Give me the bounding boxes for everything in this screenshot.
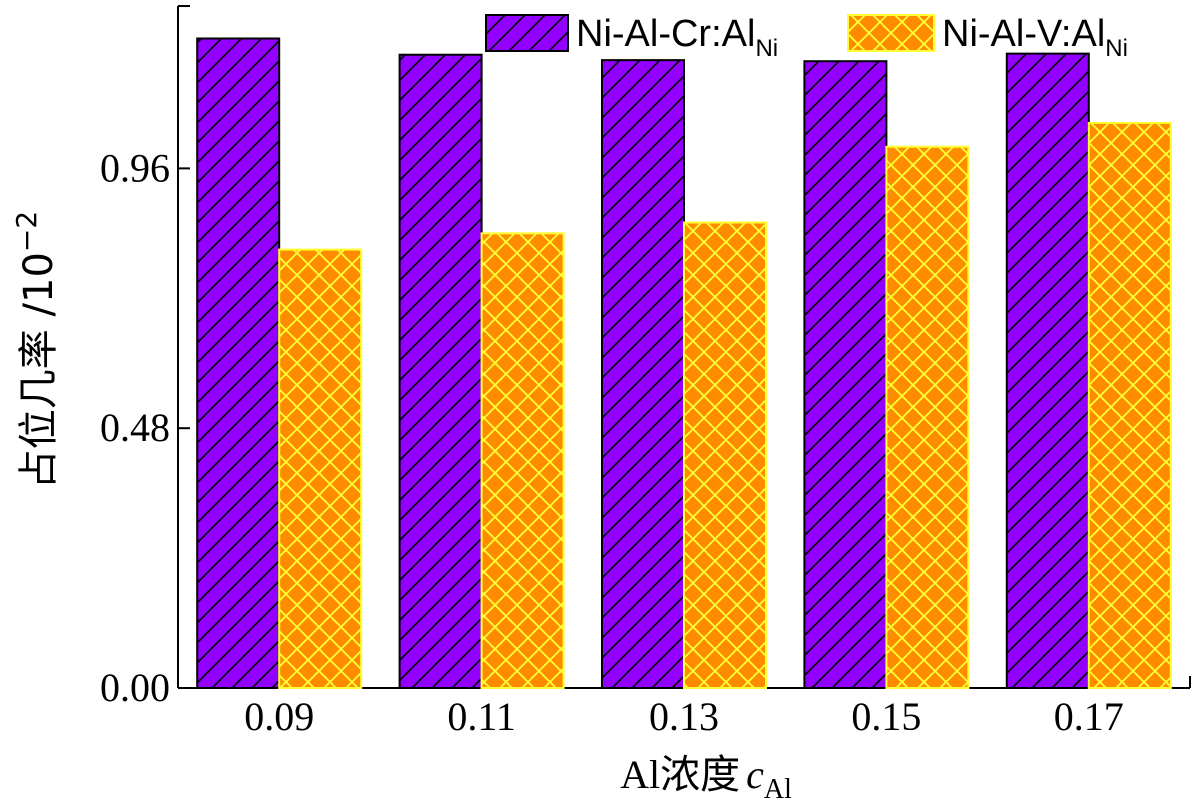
x-tick-label: 0.11: [447, 694, 516, 739]
bar-ni-al-cr-0.17: [1005, 52, 1090, 689]
bar-ni-al-v-0.17: [1087, 121, 1172, 689]
bar-ni-al-cr-0.11: [398, 53, 483, 689]
legend-label-cr-text: Ni-Al-Cr:Al: [576, 13, 755, 55]
bars: [196, 37, 1172, 689]
x-tick-label: 0.09: [244, 694, 314, 739]
bar-ni-al-v-0.11: [480, 232, 565, 689]
bar-ni-al-cr-0.13: [601, 59, 685, 689]
y-ticks: 0.00 0.48 0.96: [100, 145, 190, 710]
bar-ni-al-v-0.13: [683, 221, 767, 689]
y-tick-label: 0.96: [100, 145, 170, 190]
x-axis-title-sub: Al: [764, 774, 792, 803]
y-tick-label: 0.00: [100, 665, 170, 710]
legend-label-v-sub: Ni: [1105, 35, 1128, 62]
legend-swatch-cr: [485, 14, 569, 52]
legend-label-cr: Ni-Al-Cr:AlNi: [576, 13, 778, 62]
bar-ni-al-cr-0.09: [196, 37, 281, 689]
x-axis-title-var: c: [746, 752, 764, 797]
y-axis-title: 占位几率 /10−2: [10, 211, 62, 489]
legend: Ni-Al-Cr:AlNi Ni-Al-V:AlNi: [485, 13, 1128, 62]
bar-ni-al-v-0.15: [885, 145, 970, 689]
x-tick-label: 0.17: [1054, 694, 1124, 739]
legend-label-v: Ni-Al-V:AlNi: [942, 13, 1128, 62]
bar-ni-al-cr-0.15: [803, 60, 888, 689]
y-axis-title-text: 占位几率 /10: [16, 252, 62, 489]
legend-label-v-text: Ni-Al-V:Al: [942, 13, 1105, 55]
legend-swatch-v: [847, 14, 935, 52]
x-axis-title-text: Al浓度: [620, 752, 740, 797]
y-tick-label: 0.48: [100, 405, 170, 450]
x-tick-label: 0.13: [649, 694, 719, 739]
y-axis-title-exponent: −2: [10, 211, 43, 252]
x-ticks: 0.09 0.11 0.13 0.15 0.17: [244, 694, 1124, 739]
bar-ni-al-v-0.09: [278, 248, 363, 689]
legend-label-cr-sub: Ni: [755, 35, 778, 62]
x-axis-title: Al浓度 cAl: [620, 752, 792, 803]
x-tick-label: 0.15: [851, 694, 921, 739]
